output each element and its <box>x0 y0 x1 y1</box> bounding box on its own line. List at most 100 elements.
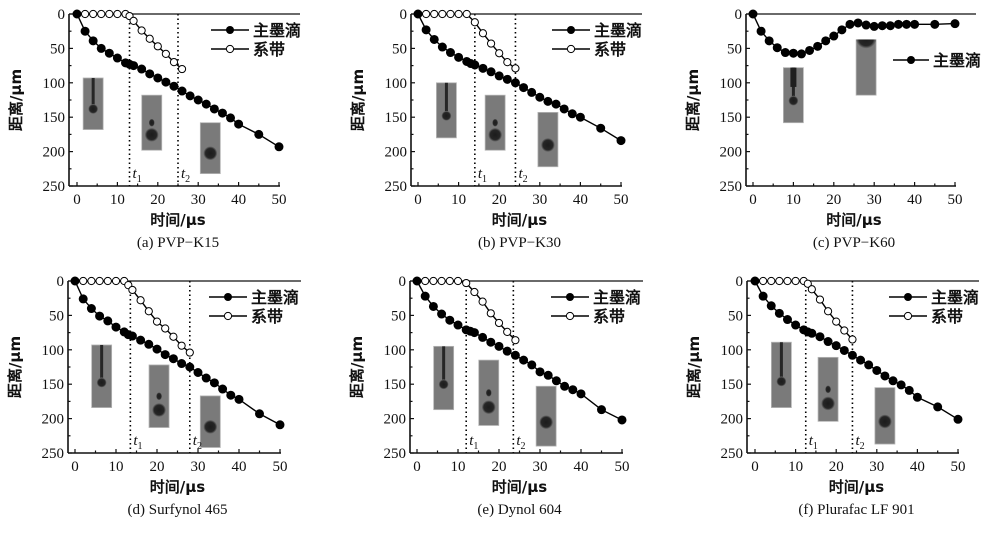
satellite-drop <box>825 385 832 394</box>
main-drop-point <box>568 385 578 395</box>
panel-caption: (c) PVP−K60 <box>813 235 895 251</box>
x-tick-label: 10 <box>451 192 466 208</box>
y-tick-label: 100 <box>721 343 744 359</box>
main-drop-point <box>185 362 195 372</box>
x-tick-label: 10 <box>110 192 125 208</box>
y-tick-label: 50 <box>49 308 64 324</box>
main-drop-point <box>209 378 219 388</box>
x-tick-label: 40 <box>232 459 247 475</box>
y-tick-label: 250 <box>721 446 744 462</box>
x-tick-label: 0 <box>413 459 421 475</box>
main-drop-point <box>160 350 170 360</box>
inset-image <box>855 29 878 96</box>
ligament-point <box>429 276 438 286</box>
main-drop-point <box>807 328 817 338</box>
inset-image <box>148 364 170 428</box>
t2-subscript: 2 <box>185 174 190 185</box>
y-tick-label: 0 <box>735 7 743 23</box>
ligament-neck <box>790 67 797 87</box>
x-tick-label: 40 <box>573 192 588 208</box>
series-main-drop <box>750 276 963 424</box>
x-tick-label: 0 <box>73 192 81 208</box>
ligament-point <box>462 278 471 288</box>
series-ligament <box>70 276 194 357</box>
main-drop-point <box>616 136 626 146</box>
legend-label-ligament: 系带 <box>251 307 283 326</box>
inset-image <box>535 385 557 447</box>
main-drop-point <box>72 9 82 19</box>
main-drop-point <box>145 69 155 79</box>
x-tick-label: 10 <box>786 192 801 208</box>
main-drop <box>481 400 496 415</box>
main-drop-point <box>845 19 855 29</box>
panel-d: t1 t2 0 10 20 30 40 50 0 50 100 150 200 250 时间/μs 距离/μm… <box>6 274 301 518</box>
ligament-point <box>767 276 776 286</box>
main-drop-point <box>893 19 903 29</box>
x-tick-label: 20 <box>150 459 165 475</box>
ligament-point <box>445 276 454 286</box>
inset-image <box>783 67 804 124</box>
main-drop-point <box>429 34 439 44</box>
inset-image <box>91 344 113 408</box>
main-drop-point <box>543 96 553 106</box>
main-drop-point <box>764 36 774 46</box>
main-drop-point <box>551 376 561 386</box>
y-tick-label: 0 <box>736 274 744 290</box>
y-tick-label: 0 <box>57 274 65 290</box>
main-drop-point <box>510 350 520 360</box>
ligament-point <box>161 324 170 333</box>
legend-marker-filled <box>904 293 912 301</box>
main-drop-point <box>535 367 545 377</box>
main-drop-point <box>904 385 914 395</box>
t2-subscript: 2 <box>860 441 865 452</box>
x-axis-title: 时间/μs <box>150 211 206 229</box>
y-tick-label: 100 <box>384 343 407 359</box>
x-tick-label: 10 <box>109 459 124 475</box>
y-axis-title: 距离/μm <box>348 336 366 398</box>
main-drop <box>821 396 836 411</box>
main-drop-point <box>559 104 569 114</box>
ligament-point <box>807 285 816 294</box>
main-drop-point <box>153 73 163 83</box>
main-drop-point <box>831 341 841 351</box>
main-drop-point <box>136 335 146 345</box>
y-tick-label: 100 <box>43 76 66 92</box>
inset-image <box>770 341 792 408</box>
x-tick-label: 10 <box>451 459 466 475</box>
legend-marker-filled <box>567 26 575 34</box>
x-tick-label: 50 <box>951 459 966 475</box>
main-drop-point <box>201 373 211 383</box>
main-drop-point <box>847 350 857 360</box>
ligament-point <box>453 276 463 286</box>
ligament-point <box>486 309 495 318</box>
main-drop-point <box>758 291 768 301</box>
main-drop-point <box>821 36 831 46</box>
main-drop-point <box>177 359 187 369</box>
y-tick-label: 100 <box>42 343 65 359</box>
series-main-drop <box>412 276 627 425</box>
main-drop-point <box>469 328 479 338</box>
main-drop-point <box>766 301 776 311</box>
main-drop-point <box>470 60 480 70</box>
main-drop <box>144 127 159 142</box>
legend-label-ligament: 系带 <box>253 40 285 59</box>
y-axis-title: 距离/μm <box>684 69 702 131</box>
main-drop-point <box>478 63 488 73</box>
t2-subscript: 2 <box>197 441 202 452</box>
inset-image <box>436 82 457 139</box>
y-tick-label: 150 <box>385 110 408 126</box>
main-drop-point <box>910 19 920 29</box>
y-tick-label: 200 <box>385 145 408 161</box>
ligament-point <box>145 34 154 43</box>
ligament-point <box>462 9 471 19</box>
legend-marker-filled <box>226 26 234 34</box>
ligament-point <box>169 58 179 67</box>
x-axis-title: 时间/μs <box>492 478 548 496</box>
x-tick-label: 0 <box>751 459 759 475</box>
main-drop-point <box>201 99 211 109</box>
y-tick-label: 50 <box>727 41 742 57</box>
main-drop-point <box>486 67 496 77</box>
main-drop-point <box>933 402 943 412</box>
ligament-point <box>511 64 520 73</box>
main-drop-point <box>421 25 431 35</box>
